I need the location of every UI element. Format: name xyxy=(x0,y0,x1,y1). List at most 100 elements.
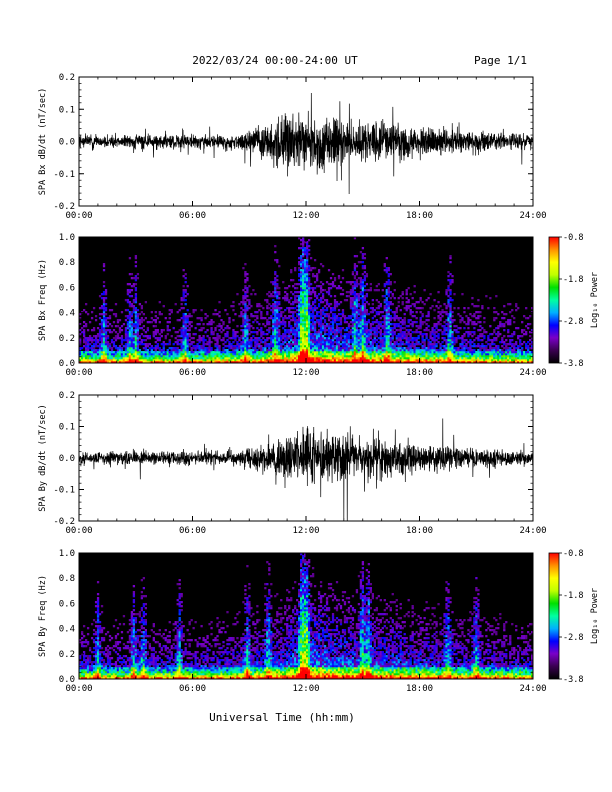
spectrogram-cell xyxy=(495,327,498,330)
spectrogram-cell xyxy=(509,321,512,324)
spectrogram-cell xyxy=(353,357,357,360)
spectrogram-cell xyxy=(270,335,273,338)
spectrogram-cell xyxy=(327,283,331,286)
spectrogram-cell xyxy=(258,309,261,312)
spectrogram-cell xyxy=(371,351,374,354)
spectrogram-cell xyxy=(333,341,337,344)
spectrogram-cell xyxy=(367,355,371,358)
spectrogram-cell xyxy=(128,341,132,344)
spectrogram-cell xyxy=(262,341,265,344)
spectrogram-cell xyxy=(232,349,235,352)
spectrogram-cell xyxy=(385,315,388,318)
spectrogram-cell xyxy=(317,337,321,340)
spectrogram-cell xyxy=(359,329,363,332)
spectrogram-cell xyxy=(136,357,140,360)
spectrogram-cell xyxy=(232,329,235,332)
spectrogram-cell xyxy=(359,291,363,294)
spectrogram-cell xyxy=(361,257,365,260)
spectrogram-cell xyxy=(136,337,140,340)
spectrogram-cell xyxy=(433,357,436,360)
spectrogram-cell xyxy=(321,283,325,286)
spectrogram-cell xyxy=(473,353,476,356)
spectrogram-cell xyxy=(361,279,365,282)
spectrogram-cell xyxy=(435,305,438,308)
spectrogram-cell xyxy=(112,345,116,348)
spectrogram-cell xyxy=(401,347,404,350)
spectrogram-cell xyxy=(296,287,299,290)
spectrogram-cell xyxy=(224,361,227,364)
spectrogram-cell xyxy=(335,329,339,332)
spectrogram-cell xyxy=(232,361,235,364)
spectrogram-cell xyxy=(242,333,245,336)
spectrogram-cell xyxy=(154,315,157,318)
spectrogram-cell xyxy=(150,317,153,320)
spectrogram-cell xyxy=(411,351,414,354)
spectrogram-cell xyxy=(403,337,406,340)
spectrogram-cell xyxy=(302,353,305,356)
spectrogram-cell xyxy=(304,315,307,318)
spectrogram-cell xyxy=(423,349,426,352)
spectrogram-cell xyxy=(134,315,138,318)
spectrogram-cell xyxy=(84,345,88,348)
spectrogram-cell xyxy=(302,241,305,244)
spectrogram-cell xyxy=(389,357,392,360)
spectrogram-cell xyxy=(361,339,365,342)
spectrogram-cell xyxy=(353,265,357,268)
spectrogram-cell xyxy=(176,319,179,322)
spectrogram-cell xyxy=(300,343,303,346)
page-number: Page 1/1 xyxy=(474,54,527,67)
spectrogram-cell xyxy=(134,313,138,316)
spectrogram-cell xyxy=(357,303,361,306)
spectrogram-cell xyxy=(288,345,291,348)
spectrogram-cell xyxy=(224,333,227,336)
spectrogram-cell xyxy=(353,351,357,354)
spectrogram-cell xyxy=(234,353,237,356)
spectrogram-cell xyxy=(262,355,265,358)
spectrogram-cell xyxy=(134,279,138,282)
spectrogram-cell xyxy=(294,341,297,344)
spectrogram-cell xyxy=(447,325,450,328)
spectrogram-cell xyxy=(272,357,275,360)
spectrogram-cell xyxy=(154,311,157,314)
spectrogram-cell xyxy=(276,333,279,336)
spectrogram-cell xyxy=(375,285,378,288)
spectrogram-cell xyxy=(307,347,311,350)
spectrogram-cell xyxy=(88,359,92,362)
spectrogram-cell xyxy=(351,333,355,336)
spectrogram-cell xyxy=(298,327,301,330)
spectrogram-cell xyxy=(355,271,359,274)
spectrogram-cell xyxy=(451,281,454,284)
spectrogram-cell xyxy=(132,345,136,348)
x-tick-label: 00:00 xyxy=(65,211,92,221)
spectrogram-cell xyxy=(365,347,369,350)
spectrogram-cell xyxy=(182,323,185,326)
spectrogram-cell xyxy=(361,295,365,298)
spectrogram-cell xyxy=(519,355,522,358)
spectrogram-cell xyxy=(112,353,116,356)
spectrogram-cell xyxy=(302,239,305,242)
spectrogram-cell xyxy=(126,361,130,364)
spectrogram-cell xyxy=(194,353,197,356)
spectrogram-cell xyxy=(453,307,456,310)
spectrogram-cell xyxy=(94,319,98,322)
spectrogram-cell xyxy=(168,351,171,354)
spectrogram-cell xyxy=(230,343,233,346)
spectrogram-cell xyxy=(128,311,132,314)
spectrogram-cell xyxy=(276,279,279,282)
spectrogram-cell xyxy=(302,297,305,300)
spectrogram-cell xyxy=(114,357,118,360)
spectrogram-cell xyxy=(102,333,106,336)
spectrogram-cell xyxy=(80,359,84,362)
spectrogram-cell xyxy=(170,361,173,364)
spectrogram-cell xyxy=(363,313,367,316)
spectrogram-cell xyxy=(292,355,295,358)
spectrogram-cell xyxy=(437,333,440,336)
spectrogram-cell xyxy=(80,331,84,334)
spectrogram-cell xyxy=(471,345,474,348)
spectrogram-cell xyxy=(407,321,410,324)
spectrogram-cell xyxy=(298,341,301,344)
spectrogram-cell xyxy=(443,355,446,358)
spectrogram-cell xyxy=(407,341,410,344)
spectrogram-cell xyxy=(511,359,514,362)
spectrogram-cell xyxy=(375,349,378,352)
